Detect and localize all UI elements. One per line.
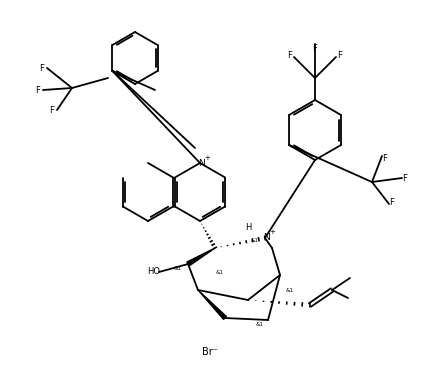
Text: F: F [383, 154, 387, 162]
Text: F: F [402, 173, 408, 183]
Text: F: F [313, 44, 317, 52]
Text: &1: &1 [286, 287, 294, 293]
Polygon shape [187, 248, 215, 266]
Text: HO: HO [147, 268, 160, 276]
Text: F: F [338, 51, 342, 59]
Text: &1: &1 [216, 269, 224, 275]
Text: &1: &1 [256, 323, 264, 328]
Text: +: + [204, 155, 210, 161]
Text: &1: &1 [174, 266, 182, 270]
Text: Br⁻: Br⁻ [202, 347, 218, 357]
Text: N: N [263, 232, 269, 241]
Text: F: F [288, 51, 292, 59]
Polygon shape [198, 290, 227, 320]
Text: F: F [49, 106, 55, 114]
Text: H: H [245, 223, 251, 231]
Text: N: N [198, 159, 204, 168]
Text: &1: &1 [251, 238, 259, 242]
Text: F: F [40, 63, 44, 72]
Text: F: F [36, 86, 40, 94]
Text: +: + [269, 229, 275, 235]
Text: F: F [390, 197, 394, 207]
